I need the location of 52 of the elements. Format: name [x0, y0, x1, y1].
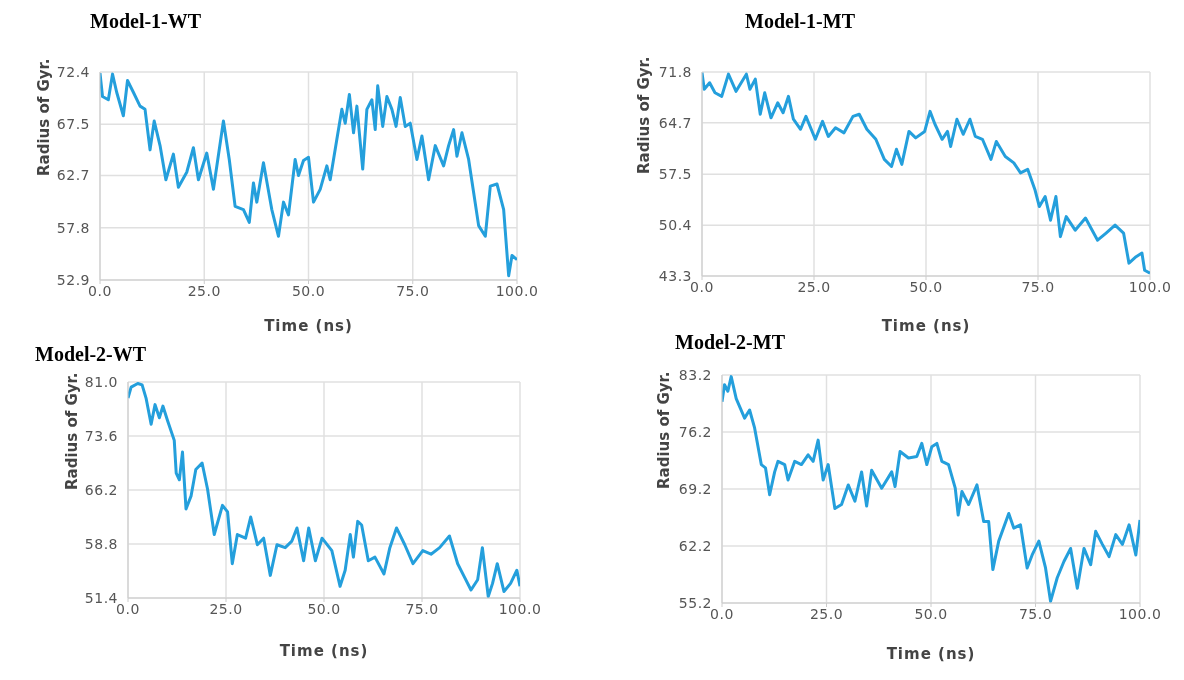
- x-tick-label: 100.0: [1118, 605, 1162, 622]
- x-tick-label: 0.0: [710, 605, 734, 622]
- y-tick-label: 81.0: [84, 373, 118, 390]
- y-tick-label: 58.8: [84, 535, 118, 552]
- x-tick-label: 25.0: [809, 605, 844, 622]
- y-tick-label: 71.8: [658, 63, 692, 80]
- y-axis-title: Radius of Gyr.: [635, 56, 654, 174]
- chart-title: Model-2-MT: [675, 331, 785, 354]
- y-tick-label: 66.2: [84, 481, 118, 498]
- x-tick-label: 50.0: [914, 605, 948, 622]
- y-tick-label: 62.7: [56, 167, 90, 184]
- y-tick-label: 43.3: [658, 267, 692, 284]
- x-axis-title: Time (ns): [264, 317, 353, 335]
- x-tick-label: 50.0: [291, 282, 326, 299]
- x-tick-label: 50.0: [307, 600, 341, 617]
- y-tick-label: 72.4: [56, 63, 90, 80]
- y-tick-label: 67.5: [56, 116, 90, 133]
- x-tick-label: 100.0: [1128, 278, 1172, 295]
- chart-title: Model-2-WT: [35, 343, 147, 366]
- y-tick-label: 73.6: [84, 427, 118, 444]
- x-axis-title: Time (ns): [279, 642, 369, 660]
- x-axis-title: Time (ns): [886, 645, 976, 663]
- y-tick-label: 64.7: [658, 114, 692, 131]
- x-tick-label: 25.0: [797, 278, 831, 295]
- y-axis-title: Radius of Gyr.: [655, 371, 674, 489]
- x-tick-label: 25.0: [187, 282, 221, 299]
- x-tick-label: 100.0: [495, 282, 539, 299]
- y-axis-title: Radius of Gyr.: [35, 58, 54, 176]
- y-tick-label: 51.4: [84, 589, 118, 606]
- y-tick-label: 62.2: [678, 537, 712, 554]
- x-axis-title: Time (ns): [881, 317, 971, 335]
- y-tick-label: 50.4: [658, 217, 692, 234]
- y-tick-label: 57.5: [658, 166, 692, 183]
- x-tick-label: 50.0: [909, 278, 943, 295]
- x-tick-label: 75.0: [1018, 605, 1053, 622]
- x-tick-label: 75.0: [405, 600, 439, 617]
- x-tick-label: 75.0: [396, 282, 430, 299]
- y-tick-label: 83.2: [678, 366, 712, 383]
- chart-title: Model-1-WT: [90, 10, 202, 33]
- x-tick-label: 0.0: [116, 600, 140, 617]
- x-tick-label: 0.0: [690, 278, 714, 295]
- y-tick-label: 69.2: [678, 480, 712, 497]
- y-tick-label: 57.8: [56, 219, 90, 236]
- y-tick-label: 52.9: [56, 271, 90, 288]
- y-tick-label: 76.2: [678, 423, 712, 440]
- y-tick-label: 55.2: [678, 594, 712, 611]
- chart-title: Model-1-MT: [745, 10, 855, 33]
- x-tick-label: 25.0: [209, 600, 243, 617]
- y-axis-title: Radius of Gyr.: [63, 372, 82, 490]
- x-tick-label: 100.0: [498, 600, 542, 617]
- x-tick-label: 0.0: [88, 282, 112, 299]
- x-tick-label: 75.0: [1021, 278, 1055, 295]
